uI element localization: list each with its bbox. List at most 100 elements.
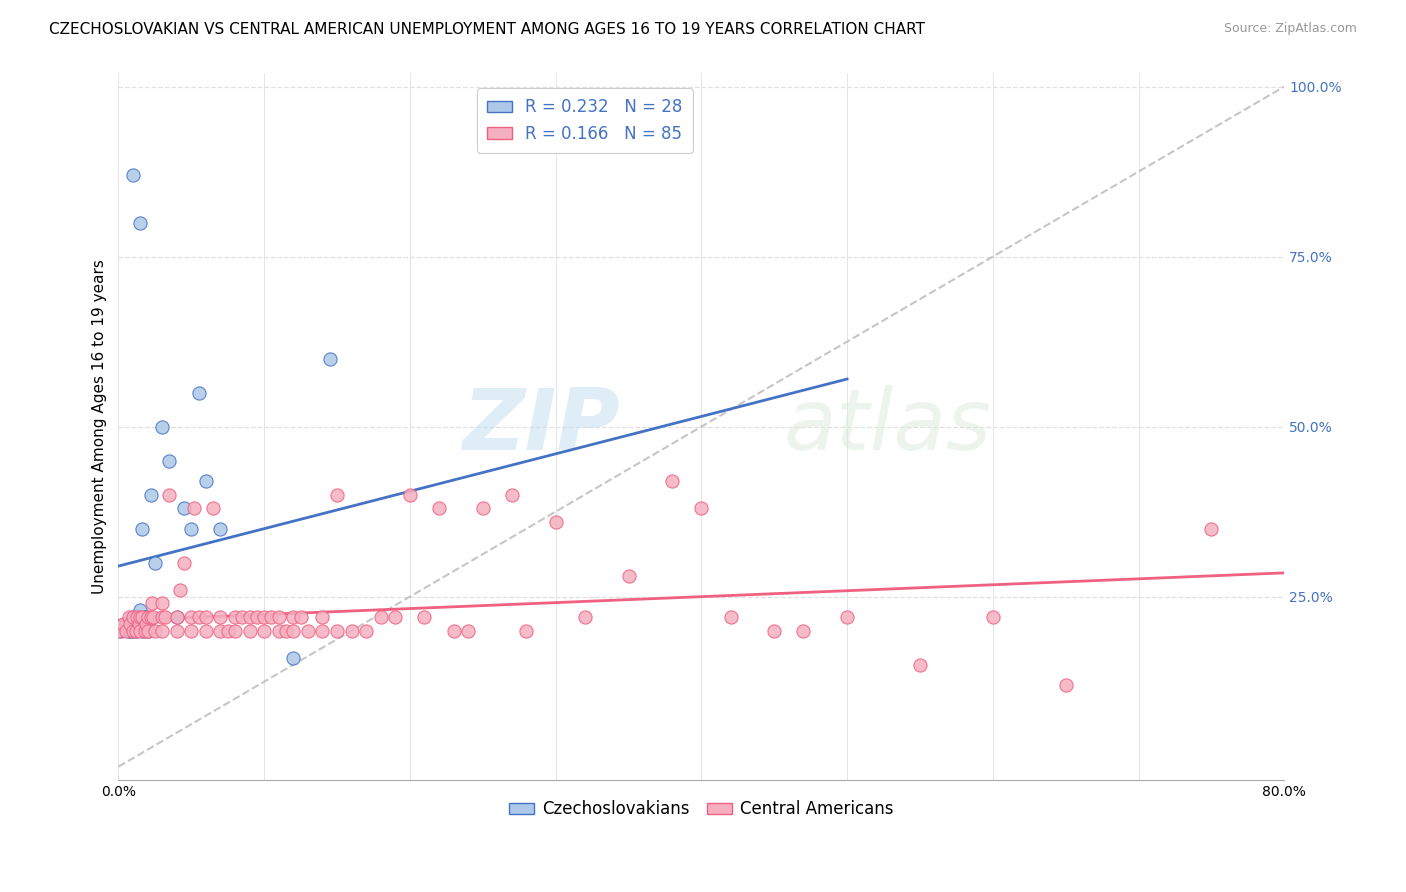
- Point: [129, 624, 152, 638]
- Text: Source: ZipAtlas.com: Source: ZipAtlas.com: [1223, 22, 1357, 36]
- Point: [1201, 522, 1223, 536]
- Point: [457, 624, 479, 638]
- Point: [136, 610, 159, 624]
- Point: [981, 610, 1004, 624]
- Point: [194, 474, 217, 488]
- Point: [129, 610, 152, 624]
- Point: [1054, 678, 1077, 692]
- Point: [131, 610, 153, 624]
- Point: [166, 610, 188, 624]
- Point: [122, 624, 145, 638]
- Point: [166, 610, 188, 624]
- Point: [290, 610, 312, 624]
- Point: [399, 488, 422, 502]
- Point: [183, 501, 205, 516]
- Point: [515, 624, 537, 638]
- Point: [111, 616, 134, 631]
- Point: [122, 168, 145, 182]
- Text: ZIP: ZIP: [463, 385, 620, 468]
- Point: [150, 610, 173, 624]
- Point: [253, 624, 276, 638]
- Point: [159, 453, 181, 467]
- Point: [122, 610, 145, 624]
- Point: [239, 610, 262, 624]
- Point: [260, 610, 283, 624]
- Point: [326, 488, 349, 502]
- Point: [136, 616, 159, 631]
- Point: [150, 624, 173, 638]
- Point: [129, 216, 152, 230]
- Point: [180, 624, 202, 638]
- Point: [283, 651, 305, 665]
- Point: [217, 624, 239, 638]
- Point: [136, 624, 159, 638]
- Point: [617, 569, 640, 583]
- Point: [114, 616, 136, 631]
- Point: [117, 610, 139, 624]
- Point: [139, 488, 162, 502]
- Point: [354, 624, 377, 638]
- Point: [231, 610, 253, 624]
- Point: [209, 522, 232, 536]
- Point: [283, 624, 305, 638]
- Text: CZECHOSLOVAKIAN VS CENTRAL AMERICAN UNEMPLOYMENT AMONG AGES 16 TO 19 YEARS CORRE: CZECHOSLOVAKIAN VS CENTRAL AMERICAN UNEM…: [49, 22, 925, 37]
- Point: [202, 501, 225, 516]
- Point: [142, 610, 165, 624]
- Point: [141, 597, 163, 611]
- Point: [180, 610, 202, 624]
- Point: [340, 624, 363, 638]
- Point: [110, 624, 132, 638]
- Point: [173, 556, 195, 570]
- Point: [132, 624, 155, 638]
- Point: [120, 616, 142, 631]
- Point: [107, 624, 129, 638]
- Point: [139, 610, 162, 624]
- Point: [209, 610, 232, 624]
- Legend: Czechoslovakians, Central Americans: Czechoslovakians, Central Americans: [502, 794, 900, 825]
- Point: [471, 501, 494, 516]
- Point: [194, 624, 217, 638]
- Point: [326, 624, 349, 638]
- Point: [319, 351, 342, 366]
- Point: [143, 556, 166, 570]
- Point: [117, 624, 139, 638]
- Point: [134, 624, 156, 638]
- Point: [180, 522, 202, 536]
- Point: [194, 610, 217, 624]
- Point: [267, 624, 290, 638]
- Point: [187, 610, 209, 624]
- Point: [150, 419, 173, 434]
- Point: [311, 610, 333, 624]
- Point: [150, 597, 173, 611]
- Point: [127, 610, 149, 624]
- Point: [129, 603, 152, 617]
- Point: [413, 610, 436, 624]
- Point: [274, 624, 297, 638]
- Point: [209, 624, 232, 638]
- Point: [166, 624, 188, 638]
- Point: [544, 515, 567, 529]
- Point: [574, 610, 596, 624]
- Point: [661, 474, 683, 488]
- Point: [122, 624, 145, 638]
- Point: [427, 501, 450, 516]
- Point: [835, 610, 858, 624]
- Y-axis label: Unemployment Among Ages 16 to 19 years: Unemployment Among Ages 16 to 19 years: [93, 260, 107, 594]
- Point: [128, 616, 150, 631]
- Point: [135, 610, 157, 624]
- Point: [173, 501, 195, 516]
- Point: [297, 624, 319, 638]
- Point: [690, 501, 713, 516]
- Point: [283, 610, 305, 624]
- Point: [311, 624, 333, 638]
- Point: [239, 624, 262, 638]
- Point: [131, 522, 153, 536]
- Point: [384, 610, 406, 624]
- Point: [120, 624, 142, 638]
- Point: [114, 624, 136, 638]
- Point: [792, 624, 814, 638]
- Point: [443, 624, 465, 638]
- Point: [224, 610, 246, 624]
- Point: [253, 610, 276, 624]
- Point: [134, 610, 156, 624]
